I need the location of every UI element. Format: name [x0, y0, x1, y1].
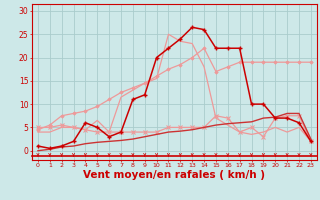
X-axis label: Vent moyen/en rafales ( km/h ): Vent moyen/en rafales ( km/h ) — [84, 170, 265, 180]
